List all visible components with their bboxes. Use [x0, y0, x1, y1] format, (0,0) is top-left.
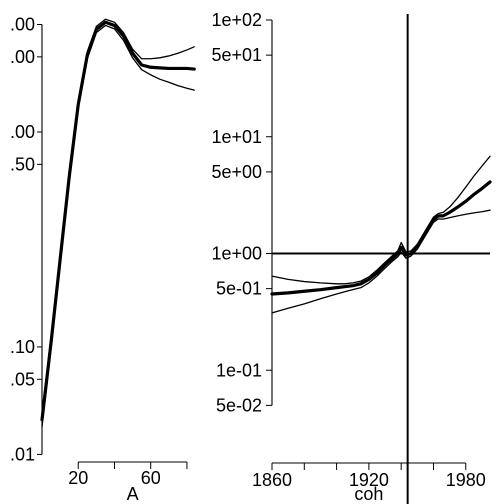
cohort-y-tick-label: 5e+01: [211, 45, 262, 65]
age-y-tick-label: .00: [10, 47, 35, 67]
age-y-tick-label: .10: [10, 337, 35, 357]
cohort-y-tick-label: 1e+02: [211, 10, 262, 30]
cohort-y-tick-label: 5e+00: [211, 162, 262, 182]
cohort-estimate-line: [270, 180, 492, 296]
age-x-axis-title: A: [127, 484, 139, 504]
cohort-upper-line: [271, 155, 491, 285]
age-x-tick-label: 20: [68, 468, 88, 488]
cohort-x-tick-label: 1980: [446, 470, 486, 490]
age-y-tick-label: .05: [10, 369, 35, 389]
cohort-y-tick-label: 5e-02: [216, 395, 262, 415]
age-lower-line: [41, 24, 195, 428]
age-upper-line: [41, 18, 195, 415]
age-y-tick-label: .00: [10, 15, 35, 35]
cohort-x-axis-title: coh: [354, 484, 383, 504]
cohort-x-tick-label: 1920: [349, 470, 389, 490]
age-y-tick-label: .01: [10, 444, 35, 464]
cohort-y-tick-label: 1e-01: [216, 360, 262, 380]
age-x-tick-label: 60: [141, 468, 161, 488]
age-effect-panel: .00 .00 .00 .50 .10 .05 .01 20 60A: [10, 15, 196, 504]
cohort-effect-panel: 1e+02 5e+01 1e+01 5e+00 1e+00 5e-01 1e-01 5e-02…: [211, 10, 492, 504]
cohort-x-tick-label: 1860: [252, 470, 292, 490]
age-y-tick-label: .00: [10, 122, 35, 142]
age-y-tick-label: .50: [10, 154, 35, 174]
cohort-y-tick-label: 1e+00: [211, 244, 262, 264]
cohort-y-tick-label: 5e-01: [216, 279, 262, 299]
cohort-lower-line: [271, 209, 491, 314]
cohort-y-tick-label: 1e+01: [211, 127, 262, 147]
